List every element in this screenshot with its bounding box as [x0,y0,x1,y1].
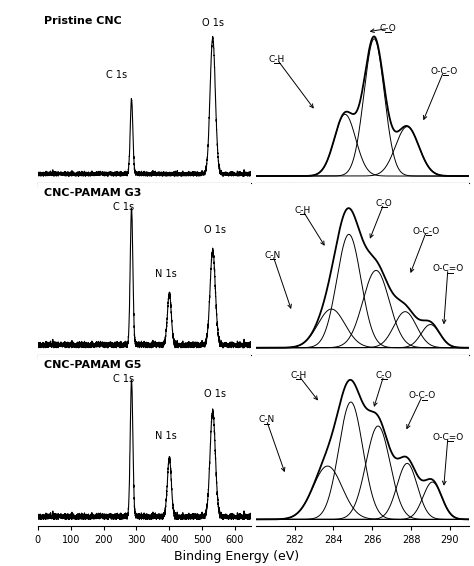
Text: O 1s: O 1s [202,19,224,28]
Text: O-C-O: O-C-O [430,67,457,76]
Text: C-O: C-O [380,24,396,33]
Text: O 1s: O 1s [204,225,226,234]
Text: O-C-O: O-C-O [409,392,436,400]
Text: N 1s: N 1s [155,269,177,279]
Text: C-O: C-O [375,371,392,380]
Text: C 1s: C 1s [113,374,134,384]
Text: C-H: C-H [269,55,285,64]
Text: C-N: C-N [264,251,281,260]
Text: O-C=O: O-C=O [432,432,464,441]
Text: O 1s: O 1s [204,389,226,400]
Text: CNC-PAMAM G5: CNC-PAMAM G5 [45,360,142,370]
Text: O-C=O: O-C=O [432,264,464,273]
Text: C-H: C-H [290,371,307,380]
Text: N 1s: N 1s [155,431,177,440]
Text: CNC-PAMAM G3: CNC-PAMAM G3 [45,188,142,198]
Text: C-N: C-N [258,415,274,424]
Text: O-C-O: O-C-O [413,226,440,235]
Text: C 1s: C 1s [106,70,128,80]
Text: C 1s: C 1s [113,202,134,212]
Text: Binding Energy (eV): Binding Energy (eV) [174,550,300,563]
Text: C-H: C-H [294,206,311,215]
Text: C-O: C-O [375,199,392,208]
Text: Pristine CNC: Pristine CNC [45,16,122,27]
